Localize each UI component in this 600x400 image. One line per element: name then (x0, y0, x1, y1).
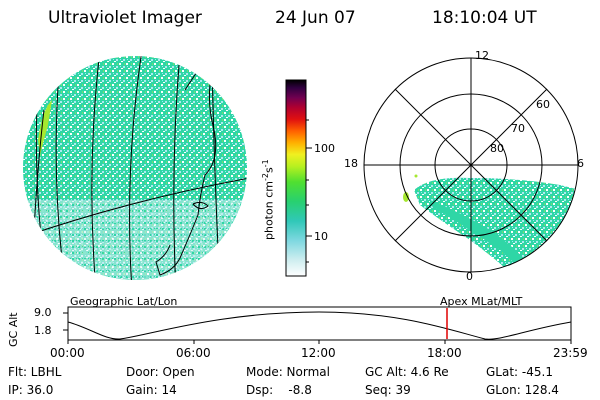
left-caption: Geographic Lat/Lon (70, 295, 178, 308)
info-seq: Seq: 39 (365, 383, 411, 397)
info-door: Door: Open (126, 365, 195, 379)
alt-xtick-4: 23:59 (553, 346, 588, 360)
alt-xtick-3: 18:00 (427, 346, 462, 360)
mlt-label-18: 18 (344, 157, 358, 170)
polar-plot (363, 57, 579, 273)
lat-label-80: 80 (490, 142, 504, 155)
info-ip: IP: 36.0 (8, 383, 54, 397)
info-glat: GLat: -45.1 (486, 365, 553, 379)
mlt-label-6: 6 (577, 157, 584, 170)
geographic-image (23, 56, 247, 280)
info-mode: Mode: Normal (246, 365, 330, 379)
mlt-label-0: 0 (466, 270, 473, 283)
lat-label-60: 60 (536, 98, 550, 111)
alt-ytick-max: 9.0 (34, 306, 52, 319)
alt-xtick-1: 06:00 (176, 346, 211, 360)
header-date: 24 Jun 07 (275, 8, 356, 28)
mlt-label-12: 12 (475, 49, 489, 62)
lat-label-70: 70 (511, 122, 525, 135)
alt-ylabel: GC Alt (7, 312, 20, 347)
colorbar-tick-100: 100 (314, 142, 335, 155)
info-filter: Flt: LBHL (8, 365, 62, 379)
colorbar-unit-label: photon cm-2s-1 (261, 159, 276, 240)
info-gc-alt: GC Alt: 4.6 Re (365, 365, 449, 379)
info-gain: Gain: 14 (126, 383, 177, 397)
info-dsp: Dsp: -8.8 (246, 383, 312, 397)
app-title: Ultraviolet Imager (48, 8, 202, 28)
alt-xtick-2: 12:00 (301, 346, 336, 360)
header-time: 18:10:04 UT (432, 8, 537, 28)
altitude-plot (63, 306, 572, 344)
colorbar (285, 79, 312, 277)
alt-xtick-0: 00:00 (50, 346, 85, 360)
info-glon: GLon: 128.4 (486, 383, 559, 397)
right-caption: Apex MLat/MLT (440, 295, 523, 308)
alt-ytick-min: 1.8 (34, 324, 52, 337)
colorbar-tick-10: 10 (314, 230, 328, 243)
